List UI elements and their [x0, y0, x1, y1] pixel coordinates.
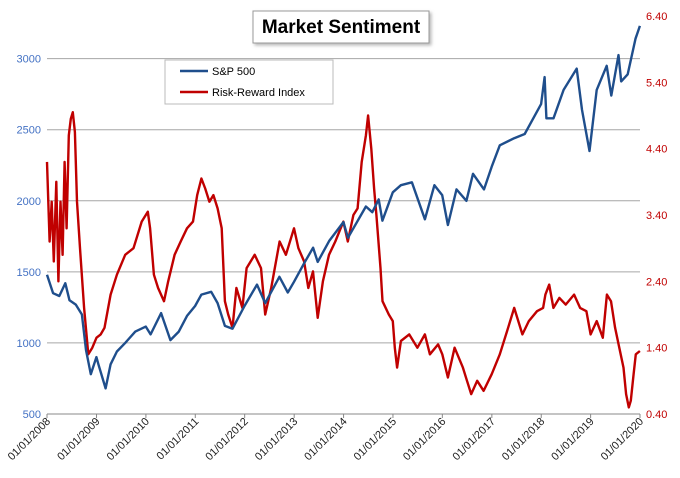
- right-tick-label: 4.40: [646, 144, 667, 156]
- series-line-risk-reward: [45, 111, 641, 409]
- right-tick-label: 2.40: [646, 276, 667, 288]
- right-tick-label: 3.40: [646, 210, 667, 222]
- right-tick-label: 6.40: [646, 11, 667, 23]
- left-tick-label: 1000: [17, 338, 41, 350]
- title-box: Market Sentiment: [252, 10, 430, 44]
- left-tick-label: 500: [23, 409, 41, 421]
- left-tick-label: 3000: [17, 54, 41, 66]
- series-lines: [45, 25, 642, 409]
- left-tick-label: 2000: [17, 196, 41, 208]
- left-tick-label: 2500: [17, 125, 41, 137]
- legend-label-sp500: S&P 500: [212, 66, 255, 78]
- legend-label-risk-reward: Risk-Reward Index: [212, 87, 305, 99]
- chart-title: Market Sentiment: [262, 17, 421, 38]
- right-tick-label: 0.40: [646, 409, 667, 421]
- left-tick-label: 1500: [17, 267, 41, 279]
- legend: S&P 500 Risk-Reward Index: [164, 59, 334, 105]
- series-line-sp500: [45, 25, 642, 390]
- right-axis-ticks: 0.40 1.40 2.40 3.40 4.40 5.40 6.40: [646, 11, 667, 421]
- left-axis-ticks: 500 1000 1500 2000 2500 3000: [17, 54, 41, 421]
- right-tick-label: 1.40: [646, 343, 667, 355]
- right-tick-label: 5.40: [646, 77, 667, 89]
